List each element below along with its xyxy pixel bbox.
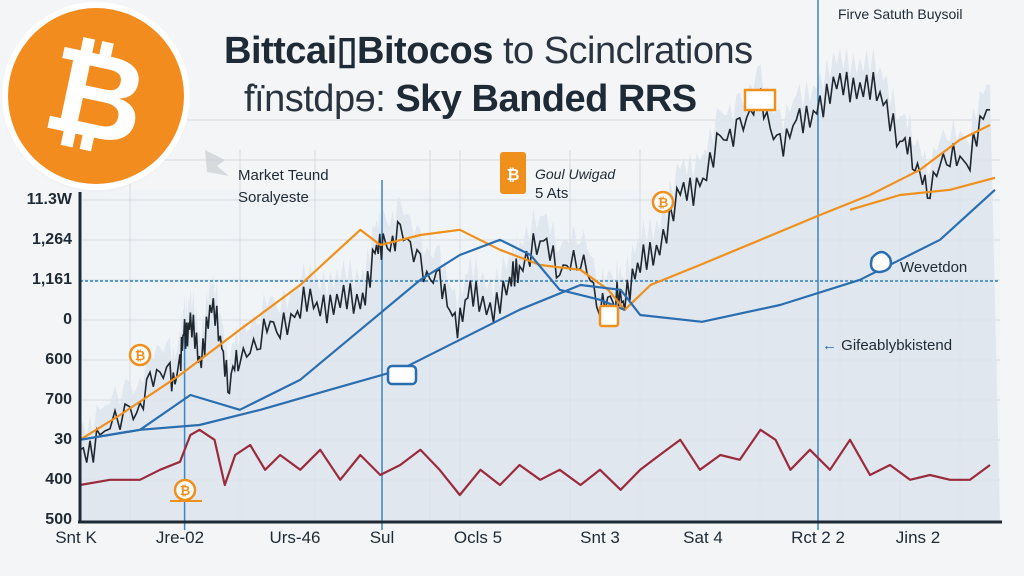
annotation-mid-line2: 5 Ats bbox=[535, 185, 569, 202]
page-title-line2: fïnstdpɘ: Sky Banded RRS bbox=[244, 78, 697, 121]
title-bold-part: Bittcai▯Bitocos bbox=[224, 30, 493, 72]
x-tick-label: Sul bbox=[369, 528, 395, 547]
bitcoin-logo-icon: ₿ bbox=[8, 8, 184, 184]
annotation-top-right: Firve Satuth Buysoil bbox=[838, 6, 963, 22]
bitcoin-coin-icon-glyph: ₿ bbox=[658, 196, 669, 211]
title-regular-part: to Scinclrations bbox=[502, 30, 753, 72]
y-tick-label: 600 bbox=[45, 351, 72, 368]
page-title-line1: Bittcai▯Bitocos to Scinclrations bbox=[224, 28, 753, 73]
decorative-scribble-icon bbox=[205, 150, 229, 176]
bitcoin-tag-icon bbox=[500, 152, 526, 194]
y-tick-label: 500 bbox=[45, 511, 72, 528]
y-tick-label: 400 bbox=[45, 471, 72, 488]
y-tick-label: 1,264 bbox=[31, 231, 72, 248]
bitcoin-symbol: ₿ bbox=[33, 17, 159, 175]
annotation-mid-line1: Goul Uwigad bbox=[535, 166, 616, 182]
arrow-label-text: Gifeablybkistend bbox=[841, 337, 953, 354]
y-tick-label: 11.3W bbox=[26, 191, 72, 208]
x-tick-label: Ocls 5 bbox=[453, 528, 503, 547]
bitcoin-tag-glyph: ₿ bbox=[506, 165, 519, 184]
subtitle-regular-part: fïnstdpɘ: bbox=[244, 78, 386, 120]
series-price-line bbox=[79, 71, 990, 463]
y-tick-label: 700 bbox=[45, 391, 72, 408]
annotation-market-line1: Market Teund bbox=[238, 167, 329, 184]
y-tick-label: 0 bbox=[63, 311, 72, 328]
annotation-market-line2: Soralyeste bbox=[238, 189, 309, 206]
arrow-left-icon: ← bbox=[822, 337, 837, 354]
x-tick-label: Jre-02 bbox=[155, 528, 205, 547]
y-tick-label: 1,161 bbox=[31, 271, 72, 288]
x-tick-label: Snt 3 bbox=[580, 528, 620, 547]
series-red-oscillator-line bbox=[79, 428, 991, 497]
price-area-band bbox=[80, 46, 1000, 523]
receipt-icon bbox=[386, 364, 418, 386]
chart-box-icon bbox=[743, 88, 777, 112]
bitcoin-coin-icon bbox=[128, 343, 152, 367]
annotation-arrow-label: ← Gifeablybkistend bbox=[822, 336, 952, 356]
series-orange-ma-slow-line bbox=[849, 176, 996, 211]
bitcoin-coin-icon bbox=[651, 190, 675, 214]
bitcoin-coin-icon-glyph: ₿ bbox=[135, 349, 146, 364]
bitcoin-box-icon bbox=[598, 304, 620, 328]
x-tick-label: Urs-46 bbox=[269, 528, 321, 547]
x-tick-label: Jins 2 bbox=[895, 528, 941, 547]
x-tick-label: Snt K bbox=[55, 528, 97, 547]
bitcoin-coin-icon-glyph: ₿ bbox=[180, 484, 191, 499]
tag-bubble-icon bbox=[869, 250, 893, 274]
subtitle-bold-part: Sky Banded RRS bbox=[395, 78, 697, 120]
annotation-right-label: Wevetdon bbox=[900, 259, 968, 276]
series-orange-ma-fast-line bbox=[79, 124, 991, 441]
x-tick-label: Rct 2 2 bbox=[791, 528, 845, 547]
y-tick-label: 30 bbox=[54, 431, 72, 448]
series-blue-ma-slow-line bbox=[79, 188, 996, 441]
x-tick-label: Sat 4 bbox=[683, 528, 723, 547]
series-blue-ma-fast-line bbox=[79, 238, 626, 441]
